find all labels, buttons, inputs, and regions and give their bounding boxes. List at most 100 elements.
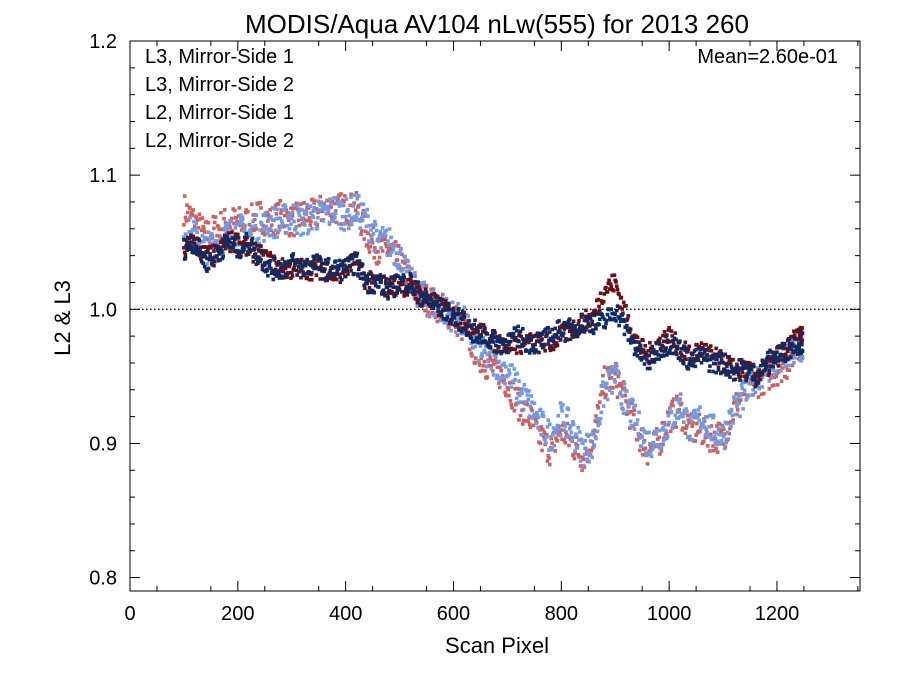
data-point bbox=[651, 446, 655, 451]
data-point bbox=[219, 249, 224, 253]
data-point bbox=[602, 317, 607, 322]
data-point bbox=[406, 284, 410, 289]
data-point bbox=[253, 252, 258, 256]
data-point bbox=[202, 239, 206, 244]
data-point bbox=[776, 364, 781, 368]
data-point bbox=[287, 233, 292, 238]
data-point bbox=[531, 345, 536, 350]
data-point bbox=[800, 356, 805, 361]
data-point bbox=[440, 314, 444, 318]
data-point bbox=[296, 218, 301, 223]
data-point bbox=[497, 359, 501, 364]
data-point bbox=[691, 360, 696, 364]
data-point bbox=[779, 352, 783, 357]
data-point bbox=[668, 339, 672, 344]
data-point bbox=[478, 344, 483, 348]
data-point bbox=[383, 241, 388, 246]
data-point bbox=[467, 347, 472, 352]
data-point bbox=[634, 340, 639, 344]
data-point bbox=[432, 314, 437, 318]
data-point bbox=[698, 429, 702, 434]
data-point bbox=[611, 370, 615, 374]
data-point bbox=[723, 352, 728, 357]
data-point bbox=[449, 328, 453, 333]
data-point bbox=[713, 361, 718, 366]
data-point bbox=[279, 225, 283, 229]
data-point bbox=[554, 341, 559, 345]
data-point bbox=[595, 403, 600, 408]
data-point bbox=[667, 326, 671, 330]
data-point bbox=[304, 260, 309, 265]
data-point bbox=[698, 347, 703, 352]
data-point bbox=[576, 425, 581, 430]
data-point bbox=[487, 337, 492, 341]
data-point bbox=[789, 347, 794, 352]
data-point bbox=[482, 328, 487, 332]
data-point bbox=[384, 244, 389, 249]
data-point bbox=[340, 277, 344, 282]
data-point bbox=[630, 334, 634, 339]
data-point bbox=[316, 215, 320, 220]
data-point bbox=[302, 220, 306, 225]
data-point bbox=[306, 228, 311, 232]
data-point bbox=[771, 364, 775, 369]
data-point bbox=[491, 373, 496, 377]
y-tick-label: 1.1 bbox=[89, 165, 117, 187]
data-point bbox=[507, 381, 512, 385]
data-point bbox=[311, 254, 316, 259]
data-point bbox=[276, 259, 281, 264]
data-point bbox=[233, 232, 238, 236]
data-point bbox=[493, 358, 497, 362]
data-point bbox=[735, 401, 740, 406]
data-point bbox=[485, 352, 490, 357]
data-point bbox=[346, 272, 350, 276]
data-point bbox=[479, 334, 484, 339]
data-point bbox=[194, 244, 199, 249]
data-point bbox=[502, 349, 507, 353]
data-point bbox=[579, 312, 584, 317]
data-point bbox=[398, 249, 403, 253]
data-point bbox=[618, 319, 623, 324]
data-point bbox=[688, 437, 692, 442]
data-point bbox=[631, 398, 635, 403]
data-point bbox=[194, 221, 199, 226]
data-point bbox=[486, 359, 490, 364]
data-point bbox=[334, 195, 339, 200]
data-point bbox=[694, 433, 698, 437]
data-point bbox=[216, 239, 220, 244]
data-point bbox=[776, 359, 781, 363]
data-point bbox=[598, 317, 602, 322]
data-point bbox=[215, 255, 219, 259]
data-point bbox=[369, 271, 373, 276]
data-point bbox=[485, 375, 490, 379]
data-point bbox=[183, 253, 188, 257]
data-point bbox=[690, 352, 695, 357]
data-point bbox=[250, 242, 255, 246]
data-point bbox=[462, 315, 467, 319]
data-point bbox=[355, 197, 360, 201]
data-point bbox=[647, 430, 651, 435]
data-point bbox=[494, 355, 498, 359]
data-point bbox=[385, 285, 390, 289]
data-point bbox=[590, 455, 594, 460]
data-point bbox=[764, 360, 768, 364]
data-point bbox=[695, 415, 700, 419]
data-point bbox=[701, 347, 705, 351]
data-point bbox=[274, 274, 279, 278]
data-point bbox=[478, 325, 483, 330]
data-point bbox=[538, 407, 543, 412]
data-point bbox=[645, 366, 650, 371]
data-point bbox=[685, 413, 690, 418]
data-point bbox=[605, 397, 610, 402]
data-point bbox=[539, 425, 544, 429]
data-point bbox=[608, 317, 613, 322]
x-tick-label: 1200 bbox=[755, 603, 800, 625]
data-point bbox=[586, 450, 591, 455]
data-point bbox=[370, 237, 374, 242]
data-point bbox=[431, 289, 436, 293]
data-point bbox=[353, 218, 358, 222]
data-point bbox=[719, 438, 724, 443]
data-point bbox=[203, 235, 208, 240]
data-point bbox=[403, 261, 407, 265]
data-point bbox=[494, 376, 499, 381]
